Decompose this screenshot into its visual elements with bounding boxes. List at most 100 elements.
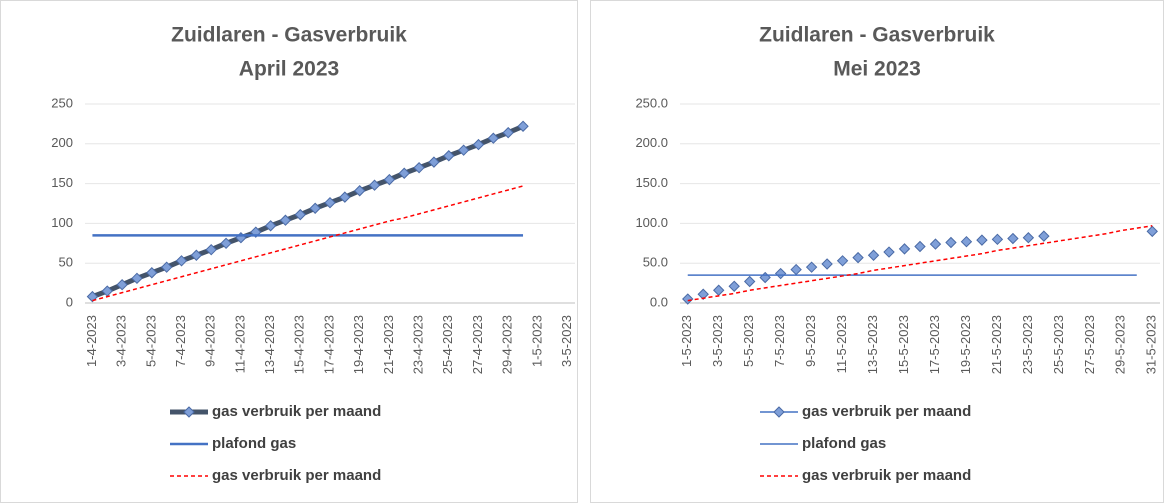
- x-tick-label: 29-4-2023: [500, 315, 515, 374]
- chart-subtitle: Mei 2023: [833, 58, 921, 81]
- marker: [898, 243, 911, 255]
- marker: [264, 220, 277, 232]
- marker: [502, 126, 514, 139]
- marker: [867, 249, 880, 261]
- marker: [914, 240, 926, 253]
- x-tick-label: 29-5-2023: [1113, 315, 1128, 374]
- marker: [852, 251, 864, 264]
- y-tick-label: 100: [51, 215, 73, 230]
- y-tick-label: 250.0: [635, 95, 668, 110]
- marker: [146, 267, 158, 279]
- x-tick-label: 11-4-2023: [232, 315, 247, 373]
- marker: [324, 196, 336, 209]
- marker: [190, 249, 203, 261]
- x-tick-label: 17-5-2023: [927, 315, 942, 374]
- marker: [1007, 232, 1019, 245]
- x-tick-label: 13-4-2023: [262, 315, 277, 374]
- y-tick-label: 50: [59, 255, 73, 270]
- x-tick-label: 7-5-2023: [772, 315, 787, 367]
- marker: [929, 238, 942, 250]
- x-tick-label: 3-5-2023: [559, 315, 574, 367]
- marker: [353, 185, 366, 197]
- series-line: [687, 225, 1153, 302]
- marker: [805, 261, 818, 273]
- marker: [945, 236, 957, 249]
- marker: [398, 167, 410, 179]
- panel-border: [590, 0, 1164, 503]
- marker: [976, 234, 988, 246]
- x-tick-label: 25-5-2023: [1051, 315, 1066, 374]
- marker: [279, 214, 292, 226]
- marker: [86, 290, 99, 303]
- legend-label: plafond gas: [802, 435, 886, 452]
- x-tick-label: 3-4-2023: [114, 315, 129, 367]
- y-tick-label: 200: [51, 135, 73, 150]
- marker: [697, 288, 709, 300]
- chart-title: Zuidlaren - Gasverbruik: [171, 24, 407, 47]
- x-tick-label: 17-4-2023: [321, 315, 336, 374]
- marker: [383, 173, 396, 186]
- marker: [883, 246, 895, 258]
- marker: [160, 261, 173, 273]
- legend-label: gas verbruik per maand: [802, 403, 971, 420]
- legend-label: gas verbruik per maand: [212, 403, 381, 420]
- marker: [1146, 225, 1158, 238]
- x-tick-label: 13-5-2023: [865, 315, 880, 374]
- marker: [743, 275, 756, 288]
- x-tick-label: 7-4-2023: [173, 315, 188, 367]
- x-tick-label: 9-4-2023: [203, 315, 218, 367]
- marker: [517, 120, 529, 132]
- marker: [131, 272, 143, 285]
- x-tick-label: 27-4-2023: [470, 315, 485, 374]
- x-tick-label: 25-4-2023: [440, 315, 455, 374]
- legend-label: plafond gas: [212, 435, 296, 452]
- marker: [220, 237, 232, 250]
- y-tick-label: 200.0: [635, 135, 668, 150]
- x-tick-label: 27-5-2023: [1082, 315, 1097, 374]
- marker: [1022, 232, 1035, 244]
- y-tick-label: 0.0: [650, 294, 668, 309]
- marker: [205, 243, 217, 256]
- marker: [821, 258, 833, 270]
- x-tick-label: 5-5-2023: [741, 315, 756, 367]
- chart-title: Zuidlaren - Gasverbruik: [759, 24, 995, 47]
- marker: [991, 233, 1004, 246]
- chart-subtitle: April 2023: [239, 58, 339, 81]
- panel-border: [0, 0, 578, 503]
- x-tick-label: 1-4-2023: [84, 315, 99, 367]
- x-tick-label: 21-4-2023: [381, 315, 396, 374]
- x-tick-label: 3-5-2023: [710, 315, 725, 367]
- legend-marker: [773, 406, 785, 418]
- marker: [1038, 230, 1050, 242]
- marker: [472, 138, 485, 151]
- marker: [309, 202, 321, 214]
- marker: [116, 278, 128, 291]
- marker: [487, 132, 500, 144]
- marker: [428, 156, 440, 168]
- marker: [443, 150, 455, 162]
- x-tick-label: 9-5-2023: [803, 315, 818, 367]
- marker: [368, 179, 381, 191]
- marker: [175, 255, 188, 267]
- legend-label: gas verbruik per maand: [802, 467, 971, 484]
- x-tick-label: 31-5-2023: [1144, 315, 1159, 374]
- marker: [294, 208, 307, 221]
- x-tick-label: 23-4-2023: [411, 315, 426, 374]
- legend-label: gas verbruik per maand: [212, 467, 381, 484]
- legend-marker: [183, 406, 195, 418]
- y-tick-label: 250: [51, 95, 73, 110]
- x-tick-label: 23-5-2023: [1020, 315, 1035, 374]
- marker: [413, 161, 425, 174]
- x-tick-label: 19-5-2023: [958, 315, 973, 374]
- x-tick-label: 1-5-2023: [679, 315, 694, 367]
- x-tick-label: 1-5-2023: [529, 315, 544, 367]
- y-tick-label: 150: [51, 175, 73, 190]
- marker: [836, 255, 849, 267]
- y-tick-label: 100.0: [635, 215, 668, 230]
- series-line: [92, 185, 524, 302]
- y-tick-label: 50.0: [643, 255, 668, 270]
- x-tick-label: 15-5-2023: [896, 315, 911, 374]
- x-tick-label: 19-4-2023: [351, 315, 366, 374]
- marker: [682, 293, 694, 305]
